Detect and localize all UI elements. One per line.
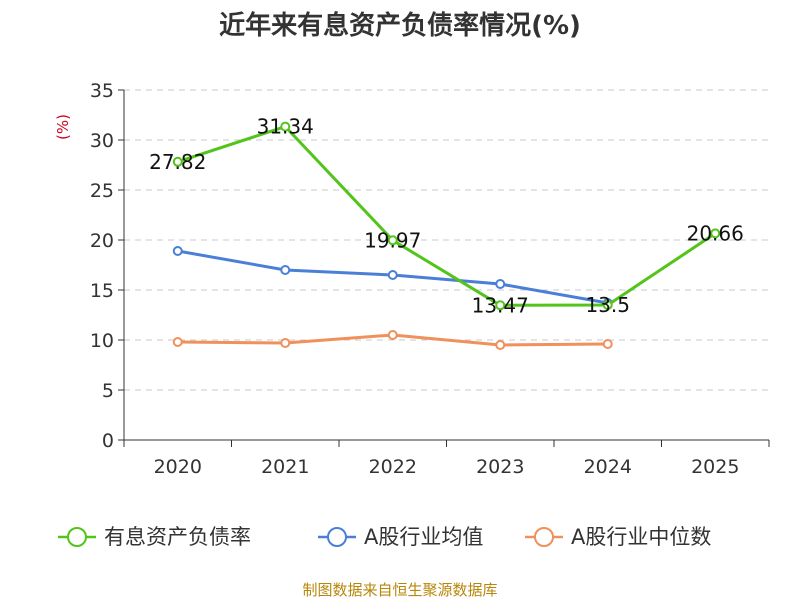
y-tick-label: 5 [102, 380, 114, 402]
data-label: 31.34 [257, 115, 314, 139]
legend-marker [327, 527, 347, 547]
data-label: 20.66 [687, 221, 744, 245]
legend-label: 有息资产负债率 [104, 525, 251, 549]
y-tick-label: 25 [90, 180, 114, 202]
legend-marker [67, 527, 87, 547]
data-point [495, 340, 506, 350]
legend-item[interactable]: A股行业均值 [318, 525, 483, 549]
x-tick-label: 2021 [261, 456, 309, 478]
y-axis-unit: (%) [54, 114, 72, 140]
legend-item[interactable]: A股行业中位数 [525, 525, 711, 549]
y-tick-label: 15 [90, 280, 114, 302]
data-point [172, 156, 183, 167]
y-tick-label: 35 [90, 80, 114, 102]
data-labels: 27.82 31.34 19.97 13.47 13.5 20.66 [149, 115, 744, 318]
data-point [602, 300, 613, 310]
y-tick-label: 20 [90, 230, 114, 252]
x-tick-label: 2020 [154, 456, 202, 478]
series-line [177, 125, 717, 307]
legend-item[interactable]: 有息资产负债率 [58, 525, 251, 549]
legend-label: A股行业中位数 [571, 525, 711, 549]
data-point [710, 228, 721, 239]
data-point [280, 338, 291, 348]
series-layer [172, 121, 721, 350]
data-point [495, 279, 506, 289]
data-point [280, 265, 291, 275]
data-label: 27.82 [149, 150, 206, 174]
y-tick-label: 0 [102, 430, 114, 452]
x-tick-label: 2022 [369, 456, 417, 478]
data-point [172, 246, 183, 256]
data-point [495, 300, 506, 311]
x-tick-label: 2024 [584, 456, 632, 478]
data-label: 19.97 [364, 228, 421, 252]
x-tick-label: 2023 [476, 456, 524, 478]
source-note: 制图数据来自恒生聚源数据库 [302, 581, 497, 599]
y-tick-label: 30 [90, 130, 114, 152]
legend[interactable]: 有息资产负债率 A股行业均值 A股行业中位数 [58, 525, 711, 549]
y-tick-label: 10 [90, 330, 114, 352]
data-point [280, 121, 291, 132]
data-label: 13.5 [585, 293, 630, 317]
chart-title: 近年来有息资产负债率情况(%) [219, 10, 581, 41]
data-point [172, 337, 183, 347]
grid-lines [124, 89, 769, 391]
data-point [387, 330, 398, 340]
legend-marker [534, 527, 554, 547]
legend-label: A股行业均值 [364, 525, 483, 549]
data-point [602, 339, 613, 349]
data-point [387, 270, 398, 280]
data-label: 13.47 [472, 293, 529, 317]
data-point [387, 235, 398, 246]
x-tick-label: 2025 [691, 456, 739, 478]
